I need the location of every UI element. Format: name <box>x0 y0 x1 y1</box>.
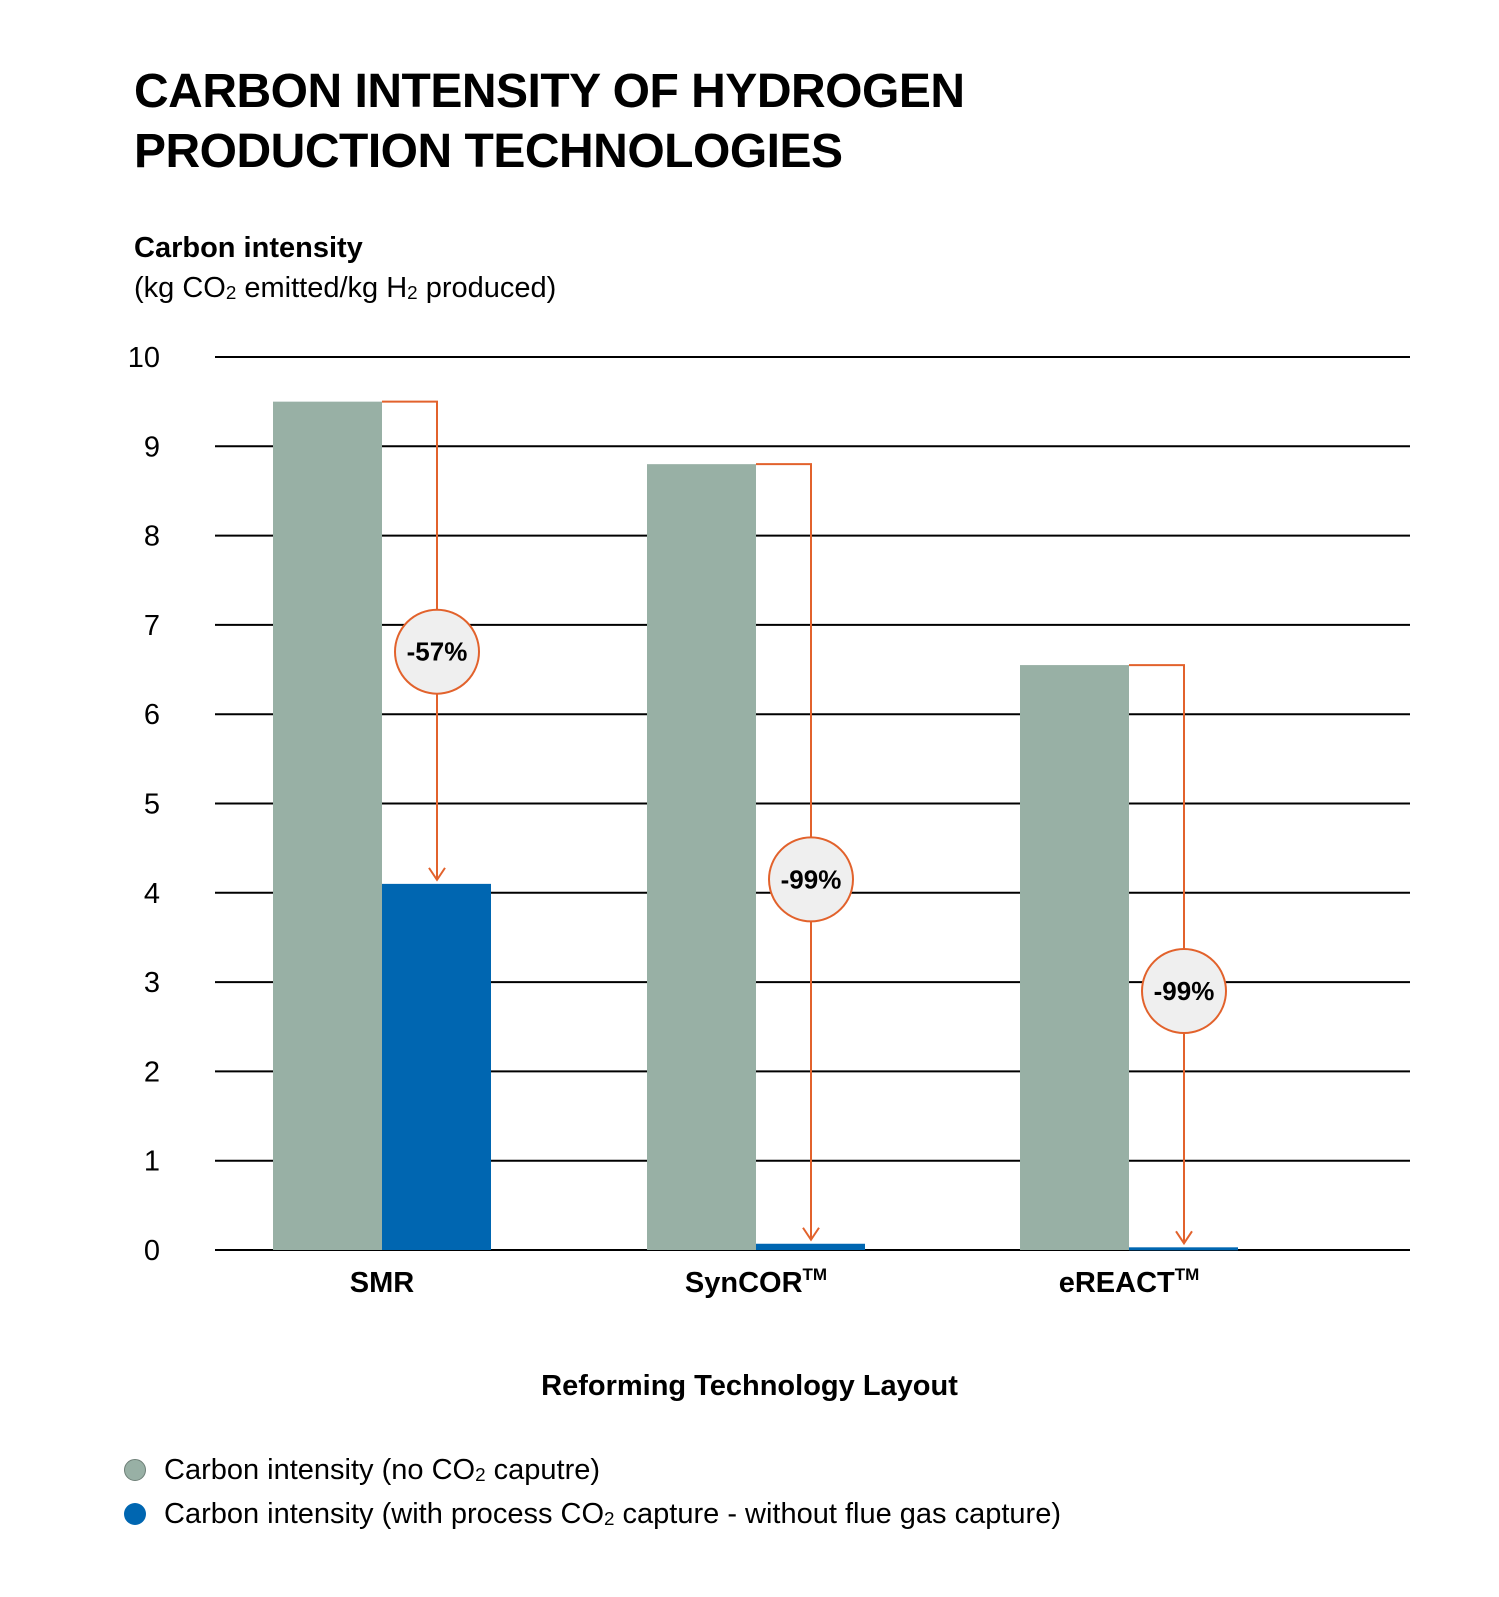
reduction-badge <box>1141 948 1227 1035</box>
category-label: SynCORTM <box>685 1265 827 1299</box>
legend-label-with-capture: Carbon intensity (with process CO2 captu… <box>164 1497 1061 1530</box>
y-tick-label: 4 <box>144 878 160 910</box>
legend: Carbon intensity (no CO2 caputre) Carbon… <box>124 1448 1061 1536</box>
y-tick-label: 8 <box>144 521 160 553</box>
y-tick-label: 3 <box>144 967 160 999</box>
y-tick-label: 6 <box>144 699 160 731</box>
reduction-badge <box>768 836 854 923</box>
bar-with-capture <box>1129 1247 1238 1251</box>
y-tick-label: 5 <box>144 789 160 821</box>
arrow-head <box>802 1227 820 1242</box>
legend-label-no-capture: Carbon intensity (no CO2 caputre) <box>164 1453 601 1486</box>
reduction-label: -99% <box>1154 976 1215 1006</box>
chart-title: CARBON INTENSITY OF HYDROGEN PRODUCTION … <box>134 62 1234 182</box>
bar-with-capture <box>756 1243 865 1250</box>
legend-swatch-blue <box>124 1503 146 1525</box>
bar-no-capture <box>273 401 382 1250</box>
category-label: SMR <box>350 1267 415 1299</box>
y-tick-label: 9 <box>144 431 160 463</box>
chart-title-line-1: CARBON INTENSITY OF HYDROGEN <box>134 65 965 118</box>
category-label: eREACTTM <box>1059 1265 1200 1299</box>
legend-item-no-capture: Carbon intensity (no CO2 caputre) <box>124 1448 1061 1492</box>
arrow-head <box>1175 1230 1193 1246</box>
y-tick-label: 7 <box>144 610 160 642</box>
reduction-label: -57% <box>407 637 468 667</box>
reduction-label: -99% <box>781 864 842 894</box>
legend-swatch-grey <box>124 1459 146 1481</box>
y-axis-units: (kg CO2 emitted/kg H2 produced) <box>134 272 557 304</box>
bar-no-capture <box>1020 665 1129 1250</box>
reduction-badge <box>394 608 480 695</box>
reduction-arrow <box>1129 664 1185 1244</box>
arrow-head <box>428 867 446 882</box>
y-tick-label: 1 <box>144 1146 160 1178</box>
bar-no-capture <box>647 464 756 1250</box>
chart-title-line-2: PRODUCTION TECHNOLOGIES <box>134 125 843 178</box>
y-axis-title: Carbon intensity <box>134 232 363 264</box>
y-tick-label: 10 <box>128 342 160 374</box>
reduction-arrow <box>382 400 438 880</box>
x-axis-title: Reforming Technology Layout <box>541 1370 958 1402</box>
y-tick-label: 0 <box>144 1235 160 1267</box>
reduction-arrow <box>756 463 812 1240</box>
bar-with-capture <box>382 883 491 1250</box>
legend-item-with-capture: Carbon intensity (with process CO2 captu… <box>124 1492 1061 1536</box>
y-tick-label: 2 <box>144 1056 160 1088</box>
